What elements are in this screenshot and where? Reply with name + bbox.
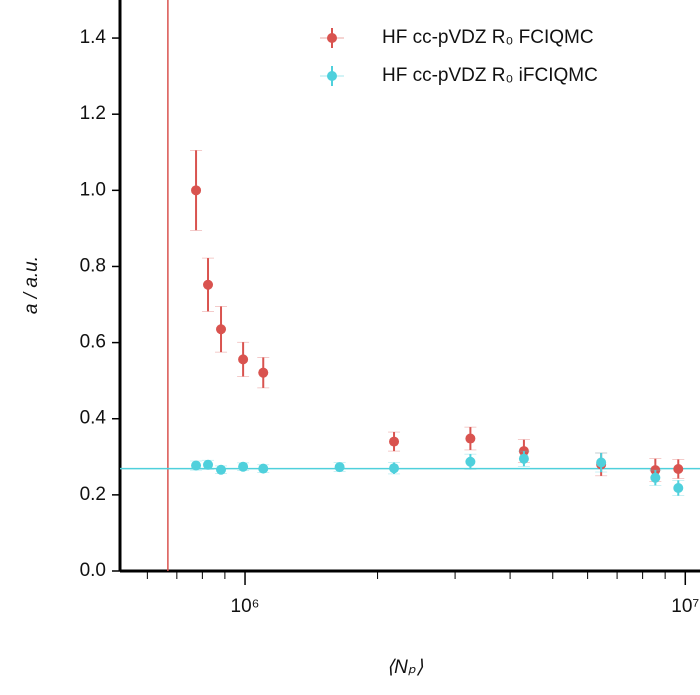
marker xyxy=(203,459,214,470)
marker xyxy=(389,436,400,447)
marker xyxy=(258,463,269,474)
marker xyxy=(238,461,249,472)
marker xyxy=(465,456,476,467)
marker xyxy=(216,464,227,475)
marker xyxy=(334,462,345,473)
x-tick-label: 10⁷ xyxy=(671,596,699,617)
legend-label: HF cc-pVDZ R₀ FCIQMC xyxy=(382,27,594,48)
marker xyxy=(465,433,476,444)
marker xyxy=(238,354,249,365)
marker xyxy=(650,472,661,483)
y-tick-label: 0.6 xyxy=(80,332,106,353)
marker xyxy=(191,185,202,196)
y-axis-label: a / a.u. xyxy=(21,256,42,314)
marker xyxy=(258,367,269,378)
marker xyxy=(596,457,607,468)
x-tick-label: 10⁶ xyxy=(231,596,260,617)
y-tick-label: 1.2 xyxy=(80,103,106,124)
y-tick-label: 1.4 xyxy=(80,27,107,48)
marker xyxy=(673,483,684,494)
marker xyxy=(673,463,684,474)
y-tick-label: 0.2 xyxy=(80,484,106,505)
y-tick-label: 1.0 xyxy=(80,179,106,200)
marker xyxy=(191,460,202,471)
legend-label: HF cc-pVDZ R₀ iFCIQMC xyxy=(382,65,598,86)
marker xyxy=(389,463,400,474)
marker xyxy=(518,453,529,464)
y-tick-label: 0.4 xyxy=(80,408,107,429)
y-tick-label: 0.0 xyxy=(80,560,106,581)
y-tick-label: 0.8 xyxy=(80,255,106,276)
x-axis-label: ⟨Nₚ⟩ xyxy=(387,657,424,678)
marker xyxy=(203,279,214,290)
marker xyxy=(216,324,227,335)
legend-marker xyxy=(327,71,337,81)
legend-marker xyxy=(327,33,337,43)
